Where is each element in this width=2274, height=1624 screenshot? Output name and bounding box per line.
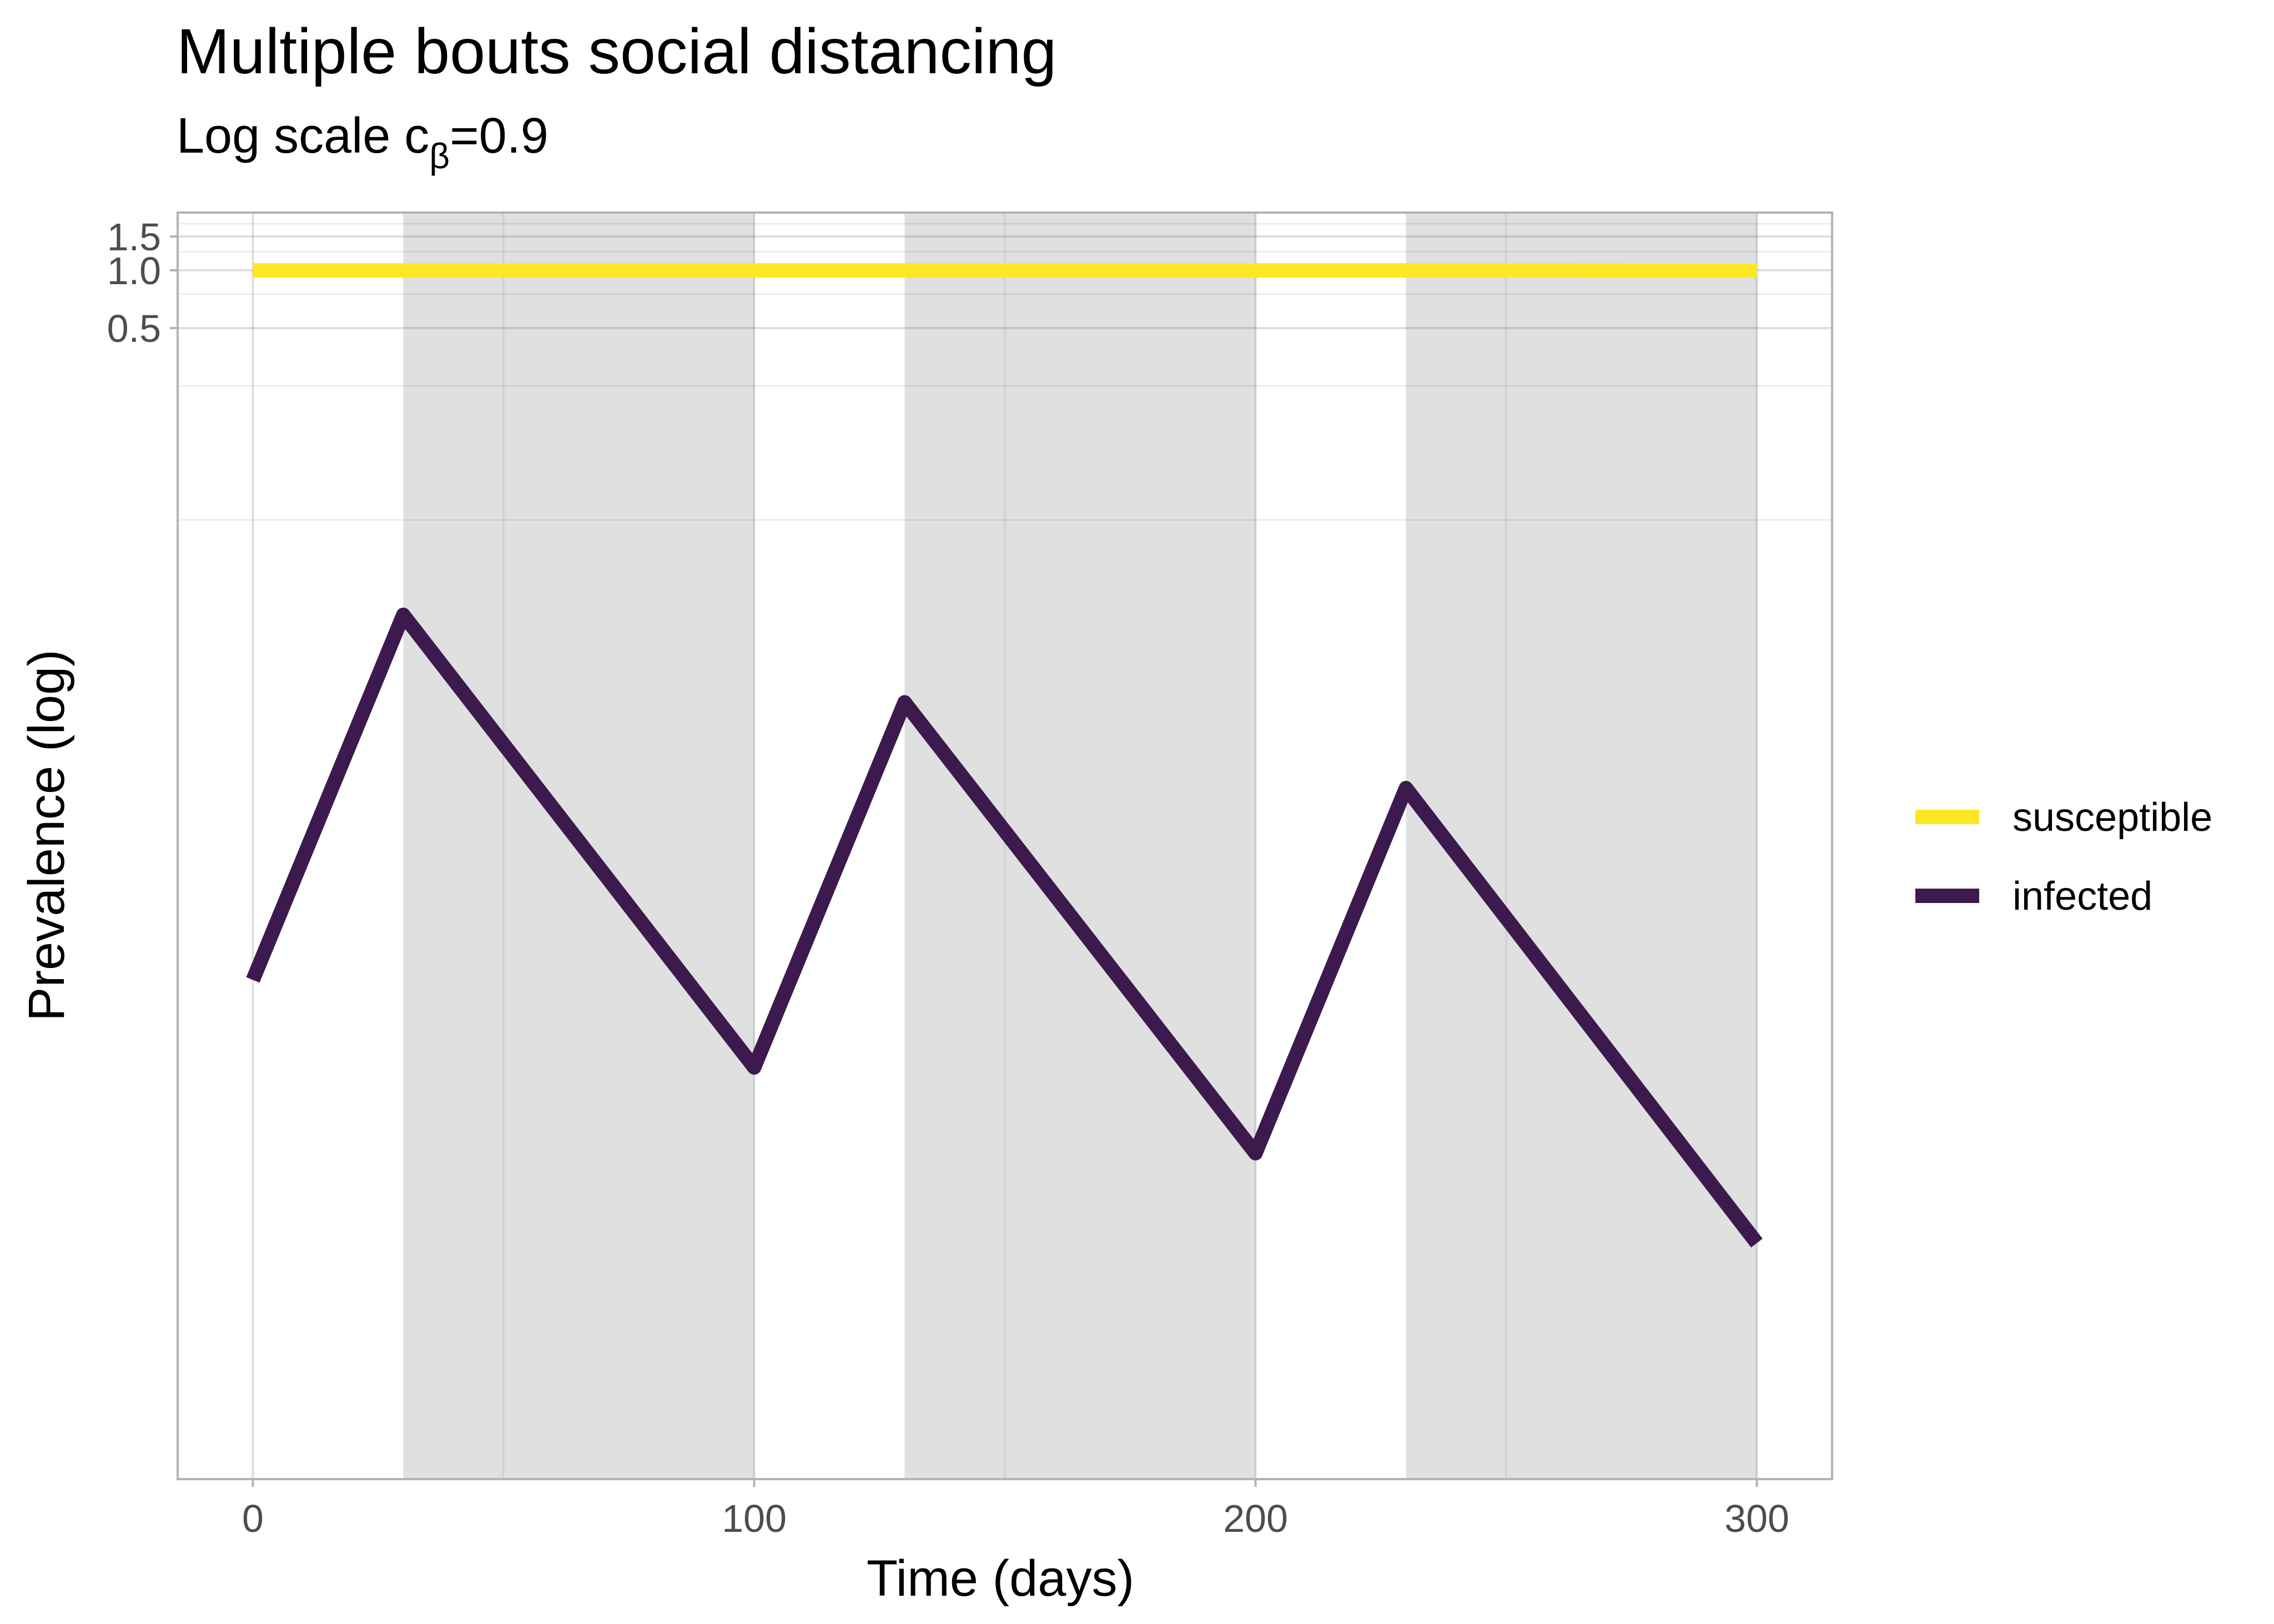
legend: susceptible infected xyxy=(1915,795,2212,919)
x-tick-label: 200 xyxy=(1223,1497,1288,1540)
tick-layer: 0 100 200 300 0.5 1.01.5 xyxy=(107,215,1789,1540)
y-tick-label: 0.5 xyxy=(107,307,161,350)
chart-title: Multiple bouts social distancing xyxy=(177,16,1056,87)
subtitle-suffix: =0.9 xyxy=(450,108,549,164)
y-tick-label: 1.5 xyxy=(107,215,161,259)
plot-panel xyxy=(177,211,1833,1480)
shaded-interval xyxy=(1406,213,1757,1479)
legend-label-infected: infected xyxy=(2013,874,2152,919)
subtitle-subscript: β xyxy=(429,136,450,176)
series-layer xyxy=(246,263,1763,1248)
x-tick-label: 100 xyxy=(722,1497,787,1540)
subtitle-prefix: Log scale c xyxy=(177,108,429,164)
y-axis-title: Prevalence (log) xyxy=(18,649,75,1021)
x-tick-label: 300 xyxy=(1724,1497,1789,1540)
legend-label-susceptible: susceptible xyxy=(2013,795,2212,840)
series-line-infected xyxy=(246,607,1763,1248)
y-tick-label: 1.0 xyxy=(107,249,161,292)
chart-subtitle: Log scale cβ=0.9 xyxy=(177,108,549,176)
x-tick-label: 0 xyxy=(242,1497,264,1540)
shaded-interval xyxy=(904,213,1256,1479)
panel-border xyxy=(177,211,1833,1480)
x-axis-title: Time (days) xyxy=(867,1550,1134,1607)
